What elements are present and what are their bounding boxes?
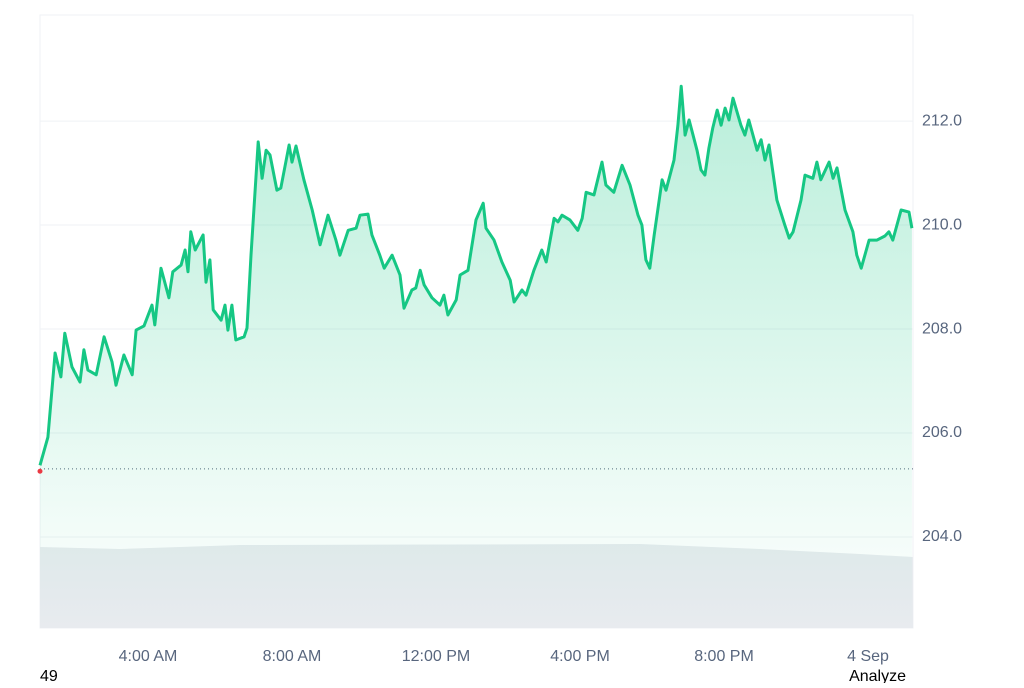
x-tick-label: 4:00 PM bbox=[550, 648, 610, 665]
area bbox=[40, 86, 912, 628]
y-tick-label: 210.0 bbox=[922, 216, 962, 233]
footer-right: Analyze bbox=[849, 668, 906, 683]
x-tick-label: 12:00 PM bbox=[402, 648, 470, 665]
y-tick-label: 212.0 bbox=[922, 112, 962, 129]
y-tick-label: 204.0 bbox=[922, 528, 962, 545]
x-tick-label: 4:00 AM bbox=[119, 648, 178, 665]
price-line bbox=[38, 84, 914, 466]
y-tick-label: 208.0 bbox=[922, 320, 962, 337]
y-tick-label: 206.0 bbox=[922, 424, 962, 441]
footer-left: 49 bbox=[40, 668, 58, 683]
x-tick-label: 8:00 PM bbox=[694, 648, 754, 665]
start-point bbox=[37, 468, 43, 474]
x-tick-label: 4 Sep bbox=[847, 648, 889, 665]
x-tick-label: 8:00 AM bbox=[263, 648, 322, 665]
